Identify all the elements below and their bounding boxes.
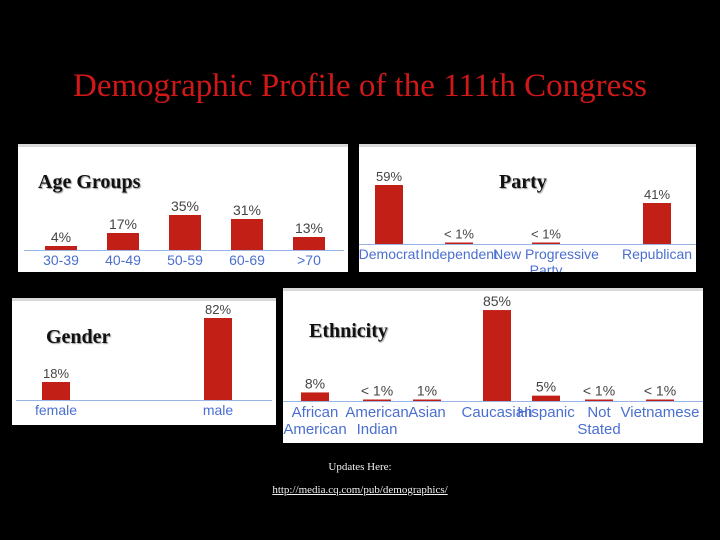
- category-label: Caucasian: [462, 404, 533, 421]
- bar-value-label: 4%: [51, 229, 71, 245]
- category-label: Independent: [420, 246, 498, 262]
- age-groups-plot: 4% 30-39 17% 40-49 35% 50-59 31% 60-69 13% >70: [24, 198, 344, 268]
- category-label: Asian: [408, 404, 446, 421]
- gender-plot: 18% female 82% male: [16, 302, 272, 418]
- category-label: >70: [297, 252, 321, 268]
- bar: [301, 392, 329, 401]
- bar: [483, 310, 511, 401]
- bar: [413, 399, 441, 401]
- bar-value-label: 13%: [295, 220, 323, 236]
- category-label: Stated: [577, 421, 620, 438]
- bar-value-label: 17%: [109, 216, 137, 232]
- bar-value-label: 82%: [205, 302, 231, 317]
- category-label: African: [292, 404, 339, 421]
- bar-value-label: 35%: [171, 198, 199, 214]
- party-chart: 59% Democrat < 1% Independent < 1% New Progre…: [359, 144, 696, 272]
- category-label: female: [35, 402, 77, 418]
- bar-value-label: 31%: [233, 202, 261, 218]
- bar-value-label: 59%: [376, 169, 402, 184]
- bar-value-label: 8%: [305, 375, 325, 391]
- ethnicity-chart: 8% African American < 1% American Indian 1% Asi…: [283, 288, 703, 443]
- bar-value-label: < 1%: [644, 383, 676, 399]
- bar: [646, 399, 674, 401]
- panel-top-border: [283, 288, 703, 291]
- age-groups-chart: 4% 30-39 17% 40-49 35% 50-59 31% 60-69 13% >70 Ag…: [18, 144, 348, 272]
- bar: [204, 318, 232, 400]
- age-groups-title: Age Groups: [38, 171, 141, 193]
- gender-chart: 18% female 82% male Gender: [12, 298, 276, 425]
- panel-top-border: [359, 144, 696, 147]
- category-label: Not: [587, 404, 611, 421]
- category-label: 50-59: [167, 252, 203, 268]
- bar: [107, 233, 139, 250]
- bar: [532, 395, 560, 401]
- bar: [585, 399, 613, 401]
- bar: [293, 237, 325, 250]
- bar-value-label: < 1%: [444, 227, 474, 242]
- category-label: 40-49: [105, 252, 141, 268]
- bar-value-label: < 1%: [361, 383, 393, 399]
- bar: [45, 246, 77, 250]
- category-label: New Progressive: [493, 246, 599, 262]
- party-plot: 59% Democrat < 1% Independent < 1% New Progre…: [359, 169, 696, 272]
- panel-top-border: [12, 298, 276, 301]
- bar: [643, 203, 671, 244]
- category-label: Democrat: [359, 246, 419, 262]
- bar-value-label: 41%: [644, 187, 670, 202]
- category-label: Republican: [622, 246, 692, 262]
- bar: [375, 185, 403, 244]
- category-label: American: [345, 404, 408, 421]
- bar-value-label: 85%: [483, 293, 511, 309]
- footer-link-row: http://media.cq.com/pub/demographics/: [0, 484, 720, 496]
- bar: [42, 382, 70, 400]
- bar: [231, 219, 263, 250]
- category-label: Party: [530, 262, 563, 272]
- category-label: Hispanic: [517, 404, 575, 421]
- gender-title: Gender: [46, 326, 111, 348]
- bar: [445, 242, 473, 244]
- bar-value-label: 1%: [417, 383, 437, 399]
- bar-value-label: 18%: [43, 366, 69, 381]
- bar: [363, 399, 391, 401]
- bar: [532, 242, 560, 244]
- category-label: American: [283, 421, 346, 438]
- category-label: male: [203, 402, 234, 418]
- category-label: Vietnamese: [621, 404, 700, 421]
- category-label: 30-39: [43, 252, 79, 268]
- bar-value-label: < 1%: [583, 383, 615, 399]
- bar: [169, 215, 201, 250]
- bar-value-label: < 1%: [531, 227, 561, 242]
- updates-link[interactable]: http://media.cq.com/pub/demographics/: [272, 484, 448, 496]
- ethnicity-title: Ethnicity: [309, 320, 388, 342]
- category-label: 60-69: [229, 252, 265, 268]
- category-label: Indian: [357, 421, 398, 438]
- footer-label: Updates Here:: [328, 461, 392, 473]
- party-title: Party: [499, 171, 547, 193]
- panel-top-border: [18, 144, 348, 147]
- bar-value-label: 5%: [536, 379, 556, 395]
- slide-title: Demographic Profile of the 111th Congres…: [72, 68, 648, 104]
